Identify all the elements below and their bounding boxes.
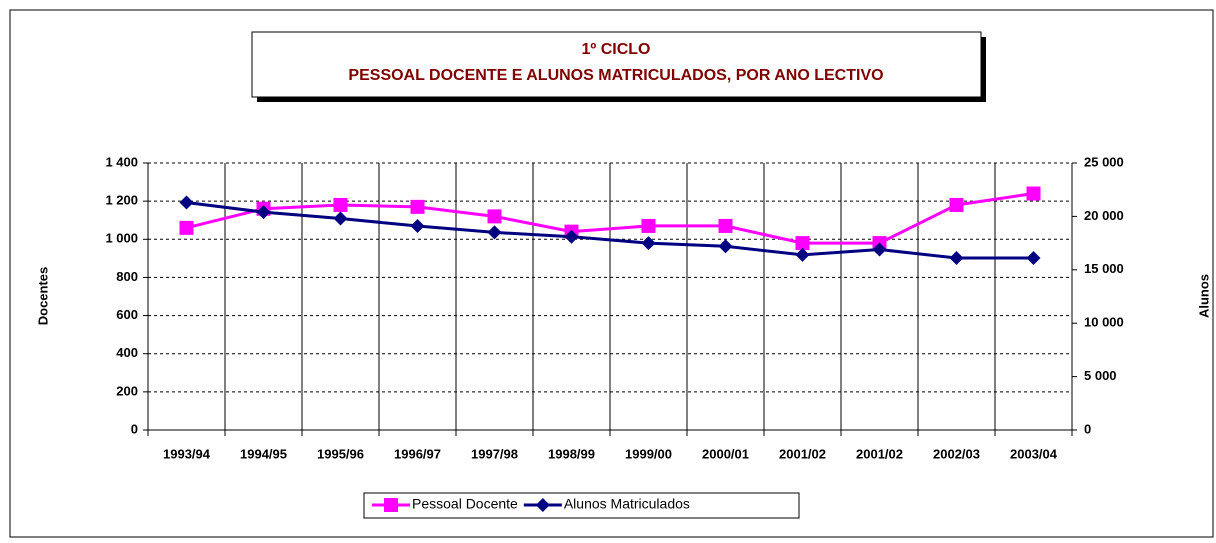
legend-label: Pessoal Docente <box>412 496 518 512</box>
y-tick-label: 200 <box>116 383 138 398</box>
marker <box>718 239 733 254</box>
y-tick-label: 1 000 <box>105 231 138 246</box>
legend-box <box>363 492 800 519</box>
x-tick-label: 1999/00 <box>625 446 672 461</box>
marker <box>795 236 810 251</box>
x-tick-label: 1993/94 <box>163 446 211 461</box>
marker <box>333 197 348 212</box>
y2-tick-label: 10 000 <box>1084 315 1124 330</box>
y-tick-label: 1 400 <box>105 154 138 169</box>
marker <box>949 197 964 212</box>
x-tick-label: 2000/01 <box>702 446 749 461</box>
y-tick-label: 1 200 <box>105 193 138 208</box>
marker <box>564 229 579 244</box>
x-tick-label: 1997/98 <box>471 446 518 461</box>
marker <box>872 242 887 257</box>
marker <box>718 218 733 233</box>
x-tick-label: 1995/96 <box>317 446 364 461</box>
title-box <box>251 31 982 98</box>
marker <box>256 205 271 220</box>
chart-frame <box>9 9 1214 538</box>
x-tick-label: 2002/03 <box>933 446 980 461</box>
marker <box>641 236 656 251</box>
y2-tick-label: 0 <box>1084 421 1091 436</box>
x-tick-label: 1994/95 <box>240 446 287 461</box>
y2-tick-label: 25 000 <box>1084 154 1124 169</box>
marker <box>949 251 964 266</box>
y2-tick-label: 20 000 <box>1084 208 1124 223</box>
y-tick-label: 400 <box>116 345 138 360</box>
marker <box>410 199 425 214</box>
marker <box>384 498 398 512</box>
chart-title: PESSOAL DOCENTE E ALUNOS MATRICULADOS, P… <box>348 67 883 84</box>
x-tick-label: 2001/02 <box>856 446 903 461</box>
y2-tick-label: 5 000 <box>1084 368 1117 383</box>
y-axis-label: Docentes <box>35 267 50 326</box>
x-tick-label: 1996/97 <box>394 446 441 461</box>
marker <box>641 218 656 233</box>
x-tick-label: 1998/99 <box>548 446 595 461</box>
marker <box>179 220 194 235</box>
marker <box>410 219 425 234</box>
y-tick-label: 600 <box>116 307 138 322</box>
marker <box>487 209 502 224</box>
marker <box>535 498 550 512</box>
marker <box>487 225 502 240</box>
series-line <box>186 201 1034 260</box>
y-tick-label: 0 <box>131 421 138 436</box>
chart-title: 1º CICLO <box>582 41 651 58</box>
marker <box>179 195 194 210</box>
x-tick-label: 2003/04 <box>1010 446 1058 461</box>
marker <box>1026 186 1041 201</box>
legend-label: Alunos Matriculados <box>564 496 690 512</box>
x-tick-label: 2001/02 <box>779 446 826 461</box>
marker <box>1026 251 1041 266</box>
marker <box>333 211 348 226</box>
y-tick-label: 800 <box>116 269 138 284</box>
series-line <box>186 192 1034 245</box>
y2-axis-label: Alunos <box>1196 274 1211 318</box>
y2-tick-label: 15 000 <box>1084 261 1124 276</box>
marker <box>795 247 810 262</box>
